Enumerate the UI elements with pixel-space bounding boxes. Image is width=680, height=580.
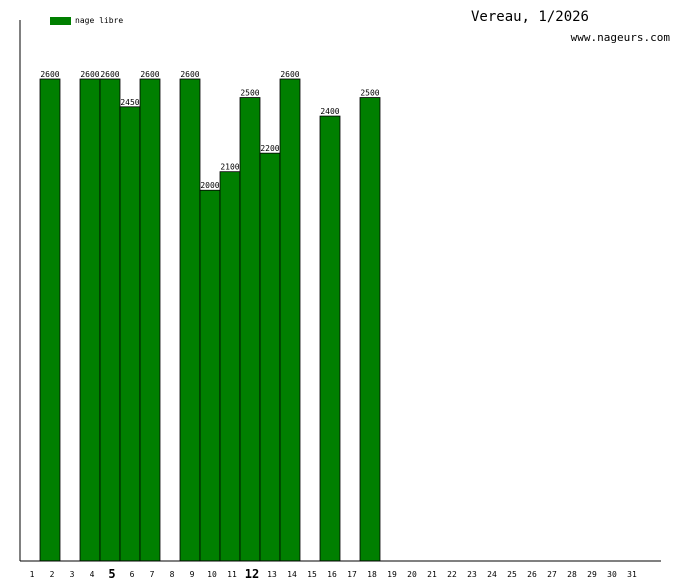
bar-value-label: 2600 <box>180 70 199 79</box>
x-tick-label: 31 <box>627 570 637 579</box>
bar-value-label: 2100 <box>220 163 239 172</box>
bar-day-14 <box>279 78 301 562</box>
site-url: www.nageurs.com <box>570 31 670 44</box>
x-tick-label: 19 <box>387 570 397 579</box>
x-tick-label: 28 <box>567 570 577 579</box>
x-tick-label: 6 <box>130 570 135 579</box>
bar-value-label: 2450 <box>120 98 139 107</box>
x-tick-label: 24 <box>487 570 497 579</box>
x-tick-label: 22 <box>447 570 457 579</box>
x-tick-label: 26 <box>527 570 537 579</box>
x-tick-label: 8 <box>170 570 175 579</box>
x-tick-label: 14 <box>287 570 297 579</box>
bar-day-16 <box>319 115 341 562</box>
bar-value-label: 2600 <box>100 70 119 79</box>
x-tick-label: 15 <box>307 570 317 579</box>
x-tick-label: 16 <box>327 570 337 579</box>
x-tick-label: 12 <box>245 567 259 580</box>
bar-day-5 <box>99 78 121 562</box>
legend: nage libre <box>50 16 123 25</box>
chart-title: Vereau, 1/2026 <box>470 9 589 25</box>
bar-value-label: 2400 <box>320 107 339 116</box>
bar-value-label: 2600 <box>140 70 159 79</box>
x-tick-label: 1 <box>30 570 35 579</box>
bar-day-12 <box>239 97 261 562</box>
x-tick-label: 13 <box>267 570 277 579</box>
bar-day-18 <box>359 97 381 562</box>
bar-day-13 <box>259 152 281 562</box>
bar-day-4 <box>79 78 101 562</box>
legend-swatch <box>50 16 71 25</box>
x-tick-label: 25 <box>507 570 517 579</box>
bar-value-label: 2600 <box>40 70 59 79</box>
bar-value-label: 2500 <box>360 89 379 98</box>
x-tick-label: 9 <box>190 570 195 579</box>
bar-value-label: 2200 <box>260 144 279 153</box>
x-tick-label: 3 <box>70 570 75 579</box>
x-tick-label: 21 <box>427 570 437 579</box>
x-tick-label: 17 <box>347 570 357 579</box>
x-tick-label: 30 <box>607 570 617 579</box>
x-tick-label: 29 <box>587 570 597 579</box>
x-tick-label: 20 <box>407 570 417 579</box>
bar-day-7 <box>139 78 161 562</box>
bar-day-9 <box>179 78 201 562</box>
bar-day-11 <box>219 171 241 562</box>
x-tick-label: 5 <box>108 567 115 580</box>
x-tick-label: 10 <box>207 570 217 579</box>
bar-day-2 <box>39 78 61 562</box>
x-tick-label: 18 <box>367 570 377 579</box>
x-tick-label: 2 <box>50 570 55 579</box>
bar-day-6 <box>119 106 141 562</box>
bar-value-label: 2500 <box>240 89 259 98</box>
x-tick-label: 11 <box>227 570 237 579</box>
bar-value-label: 2600 <box>280 70 299 79</box>
x-tick-label: 4 <box>90 570 95 579</box>
bar-value-label: 2600 <box>80 70 99 79</box>
x-tick-labels-layer: 1 2 3 4 5 6 7 8 9 10 11 12 13 14 15 16 17 18 19 20 21 22 23 24 2… <box>30 567 637 580</box>
bar-value-label: 2000 <box>200 181 219 190</box>
bar-day-10 <box>199 189 221 562</box>
bars-layer <box>39 78 381 562</box>
legend-label: nage libre <box>75 16 124 25</box>
x-tick-label: 7 <box>150 570 155 579</box>
x-tick-label: 23 <box>467 570 477 579</box>
x-tick-label: 27 <box>547 570 557 579</box>
